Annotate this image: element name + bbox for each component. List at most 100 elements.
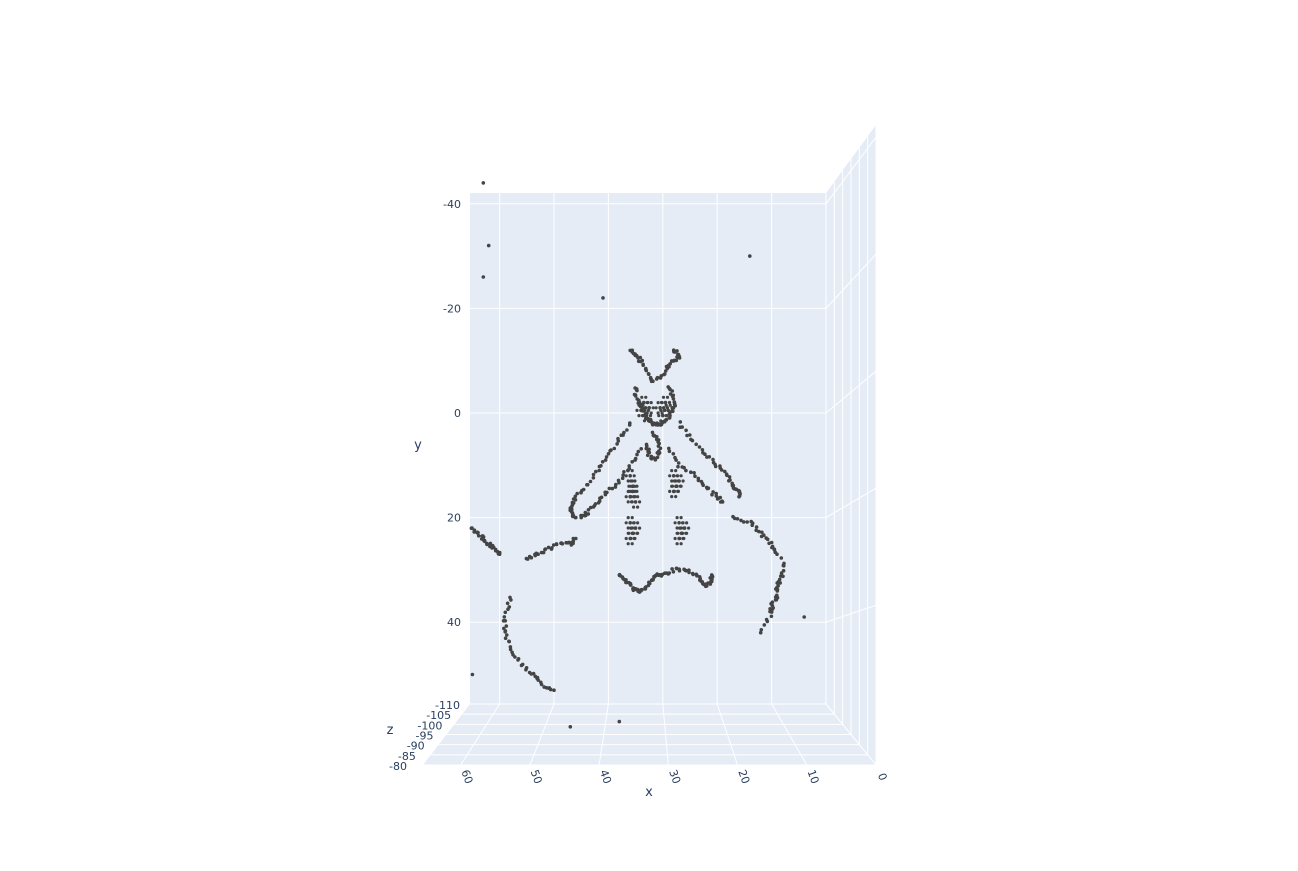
data-point: [671, 393, 676, 398]
z-tick-label: -95: [416, 730, 434, 743]
data-point: [679, 516, 683, 520]
data-point: [649, 401, 653, 405]
data-point: [663, 372, 667, 376]
z-axis-title: z: [387, 723, 394, 738]
data-point: [603, 458, 608, 462]
x-tick-labels: 60 50 40 30 20 10 0: [458, 768, 889, 786]
data-point: [649, 454, 654, 459]
data-point: [624, 474, 628, 478]
data-point: [574, 536, 578, 541]
z-tick-label: -110: [435, 699, 460, 712]
data-point: [626, 531, 630, 535]
y-tick-label: 20: [447, 512, 461, 525]
data-point: [659, 408, 663, 412]
data-point: [745, 520, 749, 524]
data-point: [629, 536, 633, 541]
data-point: [546, 545, 551, 550]
data-point: [644, 442, 649, 447]
data-point: [597, 468, 601, 473]
data-point: [682, 526, 686, 530]
data-point: [635, 388, 639, 393]
data-point: [685, 521, 689, 525]
data-points: [469, 181, 806, 729]
x-tick-label: 50: [528, 768, 545, 786]
data-point: [639, 408, 643, 413]
data-point: [596, 501, 601, 505]
data-point: [630, 460, 634, 464]
data-point: [503, 630, 508, 634]
data-point: [579, 515, 583, 520]
data-point: [687, 526, 691, 530]
data-point: [668, 403, 672, 407]
data-point: [656, 401, 660, 405]
y-tick-label: -20: [443, 302, 461, 315]
data-point: [509, 598, 513, 602]
data-point: [672, 489, 677, 493]
data-point: [633, 479, 637, 483]
grid-lines: [423, 125, 877, 766]
data-point: [670, 567, 674, 571]
data-point: [658, 406, 662, 410]
data-point: [711, 457, 715, 462]
data-point: [638, 500, 642, 504]
data-point: [630, 516, 634, 520]
data-point: [502, 615, 507, 619]
data-point: [732, 516, 737, 521]
data-point: [645, 401, 649, 405]
data-point: [633, 495, 637, 499]
data-point: [594, 469, 598, 474]
data-point: [720, 500, 725, 504]
data-point: [676, 464, 680, 469]
data-point: [651, 406, 655, 410]
data-point: [670, 406, 674, 410]
data-point: [672, 400, 677, 404]
z-tick-label: -105: [426, 709, 451, 722]
data-point: [668, 362, 672, 366]
data-point: [485, 542, 489, 547]
data-point: [662, 408, 666, 412]
data-point: [768, 609, 772, 614]
grid-line-floor: [662, 703, 669, 766]
data-point: [476, 534, 481, 538]
data-point: [645, 411, 649, 415]
data-point: [624, 521, 628, 525]
data-point: [754, 525, 759, 529]
data-point: [660, 401, 664, 405]
data-point: [626, 516, 630, 520]
data-point: [643, 406, 647, 410]
data-point: [638, 355, 643, 360]
data-point: [779, 556, 784, 560]
data-point: [516, 658, 520, 662]
data-point: [690, 438, 695, 443]
data-point: [637, 403, 641, 407]
data-point: [627, 464, 631, 468]
data-point: [632, 505, 636, 509]
data-point: [635, 452, 639, 457]
z-tick-label: -80: [389, 760, 407, 773]
data-point: [674, 495, 678, 499]
data-point: [554, 542, 559, 546]
z-tick-label: -90: [407, 740, 425, 753]
data-point: [775, 581, 779, 585]
data-point: [723, 469, 727, 474]
data-point: [678, 420, 683, 424]
data-point: [709, 579, 714, 584]
data-point: [645, 453, 650, 458]
data-point: [728, 478, 732, 482]
data-point: [675, 531, 679, 535]
data-point: [639, 447, 643, 451]
data-point: [524, 667, 528, 672]
data-point: [677, 568, 682, 573]
data-point: [644, 395, 648, 399]
data-point: [670, 408, 674, 412]
data-point: [573, 494, 578, 499]
data-point: [490, 546, 494, 550]
data-point: [539, 682, 544, 687]
data-point: [667, 571, 672, 575]
data-point: [670, 479, 674, 483]
grid-line-floor: [771, 703, 808, 766]
data-point: [679, 526, 683, 530]
data-point: [630, 542, 634, 546]
data-point: [607, 486, 612, 491]
